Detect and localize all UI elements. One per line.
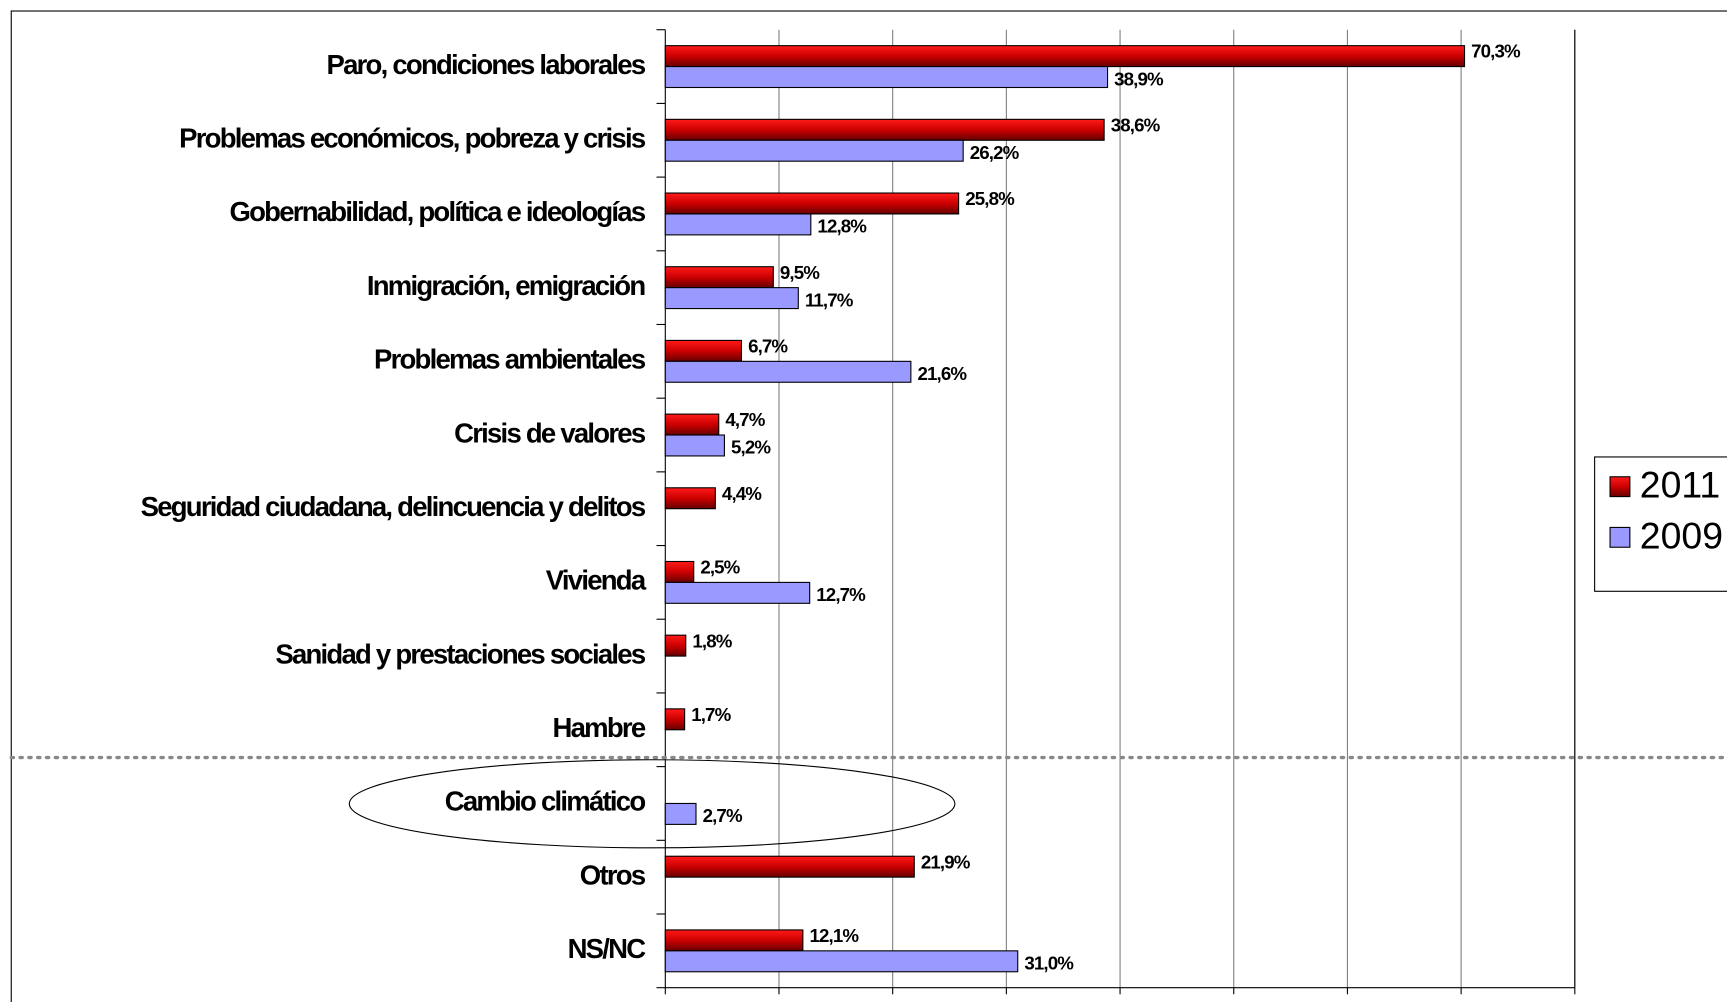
- y-tick-label: Inmigración, emigración: [367, 270, 645, 301]
- bar: [664, 339, 743, 362]
- bar: [664, 287, 799, 310]
- y-tick-label: Hambre: [552, 712, 645, 743]
- bar: [664, 929, 804, 952]
- value-label: 21,9%: [921, 851, 971, 872]
- value-label: 2,5%: [700, 557, 740, 578]
- bar: [664, 487, 716, 510]
- bar: [664, 581, 811, 604]
- value-label: 21,6%: [917, 363, 967, 384]
- value-label: 4,4%: [722, 483, 762, 504]
- y-tick-label: Problemas económicos, pobreza y crisis: [179, 123, 646, 154]
- value-label: 6,7%: [748, 336, 788, 357]
- value-label: 1,7%: [691, 704, 731, 725]
- value-label: 38,6%: [1111, 114, 1161, 135]
- bar: [664, 118, 1105, 141]
- y-tick-label: NS/NC: [568, 933, 647, 964]
- value-label: 31,0%: [1024, 953, 1074, 974]
- y-tick-label: Cambio climático: [445, 786, 646, 817]
- value-label: 12,8%: [817, 216, 867, 237]
- bar: [664, 802, 697, 825]
- bar: [664, 45, 1466, 68]
- bar: [664, 855, 915, 878]
- bar: [664, 434, 725, 457]
- y-tick-label: Paro, condiciones laborales: [326, 49, 645, 80]
- frame: [10, 10, 1727, 1002]
- bar: [664, 266, 774, 289]
- bar: [664, 66, 1109, 89]
- bar: [664, 560, 695, 583]
- y-tick-label: Sanidad y prestaciones sociales: [275, 638, 645, 669]
- value-label: 25,8%: [965, 188, 1015, 209]
- y-tick-label: Seguridad ciudadana, delincuencia y deli…: [141, 491, 646, 522]
- y-tick-label: Problemas ambientales: [374, 344, 646, 375]
- value-label: 5,2%: [731, 437, 771, 458]
- value-label: 70,3%: [1471, 41, 1521, 62]
- y-tick-label: Otros: [580, 859, 646, 890]
- y-tick-label: Gobernabilidad, política e ideologías: [229, 196, 645, 227]
- value-label: 38,9%: [1114, 68, 1164, 89]
- highlight-ellipse: [348, 759, 956, 849]
- legend-swatch: [1609, 476, 1631, 498]
- bar: [664, 413, 720, 436]
- bar: [664, 634, 687, 657]
- value-label: 1,8%: [692, 630, 732, 651]
- value-label: 2,7%: [703, 805, 743, 826]
- y-tick-label: Vivienda: [546, 565, 647, 596]
- legend-swatch: [1609, 526, 1631, 548]
- value-label: 12,7%: [816, 584, 866, 605]
- bar: [664, 139, 964, 162]
- bar: [664, 360, 912, 383]
- bar: [664, 192, 960, 215]
- y-tick-label: Crisis de valores: [454, 417, 646, 448]
- value-label: 9,5%: [780, 262, 820, 283]
- value-label: 26,2%: [970, 142, 1020, 163]
- legend-label: 2011: [1640, 464, 1720, 506]
- bar: [664, 950, 1019, 973]
- bar: [664, 708, 686, 731]
- value-label: 11,7%: [805, 289, 854, 310]
- legend-label: 2009: [1640, 514, 1723, 556]
- value-label: 4,7%: [725, 409, 765, 430]
- bar: [664, 213, 812, 236]
- value-label: 12,1%: [809, 925, 859, 946]
